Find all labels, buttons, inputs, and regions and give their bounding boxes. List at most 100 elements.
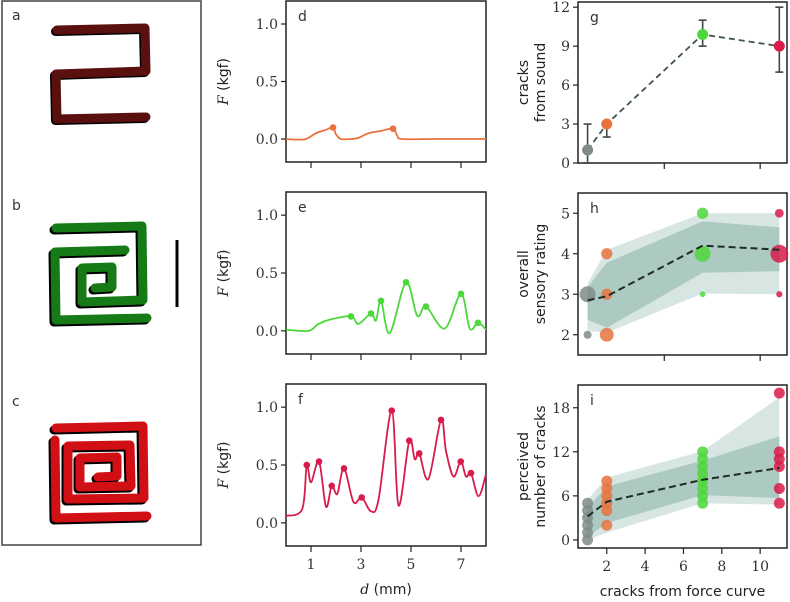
y-tick-label: 6 [561,489,570,505]
y-tick-label: 18 [552,401,570,417]
y-tick-label: 6 [561,78,570,94]
x-tick-label: 10 [751,559,769,575]
panel-d: 0.0 0.5 1.0 d F (kgf) [216,0,487,168]
panel-e: 0.0 0.5 1.0 e F (kgf) [216,191,487,360]
axes-frame [577,1,788,164]
data-point [773,483,785,495]
y-axis-label: F (kgf) [216,58,232,106]
y-axis-label-line: perceived [516,432,532,501]
y-axis-label-unit: (kgf) [216,441,232,474]
crack-peak-marker [347,313,355,320]
panel-letter-f: f [298,392,304,408]
crack-peak-marker [367,310,375,317]
data-point [776,291,783,298]
crack-peak-marker [415,450,423,457]
panel-letter-b: b [12,198,21,214]
data-point [601,248,613,260]
crack-peak-marker [402,278,410,286]
y-tick-label: 0 [561,533,570,549]
crack-peak-marker [315,458,323,465]
data-point [599,327,614,342]
axes-frame [285,0,487,163]
crack-peak-marker [467,469,475,477]
x-tick-label: 1 [307,557,316,573]
axes-frame [577,192,788,356]
data-point [579,286,596,303]
crack-peak-marker [388,407,396,414]
y-axis-label: F (kgf) [216,441,232,489]
crack-peak-marker [457,290,465,298]
axes-frame [285,191,487,355]
data-point [694,245,711,262]
data-point [770,244,789,263]
y-tick-label: 0.0 [256,324,278,340]
crack-peak-marker [389,125,397,132]
y-axis-label-symbol: F [216,478,232,490]
panel-letter-e: e [298,200,307,216]
crack-peak-marker [358,494,366,501]
force-curve [285,281,487,335]
y-axis-label-symbol: F [216,94,232,106]
crack-peak-marker [437,416,445,424]
sample-shape-c [48,421,152,525]
axes-frame [577,384,788,549]
mean-dashed-line [587,244,780,302]
y-axis-label-line: from sound [533,43,549,123]
inner-band [587,436,780,537]
data-point [773,497,785,509]
y-axis-label-unit: (kgf) [216,58,232,91]
y-tick-label: 3 [561,117,570,133]
data-point [697,446,709,458]
data-point [601,519,613,531]
crack-peak-marker [377,297,385,305]
y-axis-label-line: overall [516,250,532,298]
y-axis-label: F (kgf) [216,249,232,297]
x-tick-label: 7 [457,557,466,573]
force-curve [285,126,486,141]
y-tick-label: 5 [561,206,570,222]
y-tick-label: 0.5 [256,75,278,91]
data-point [697,28,709,40]
crack-peak-marker [329,124,337,131]
panel-letter-a: a [12,8,21,24]
mean-dashed-line [586,33,780,151]
data-point [582,497,594,509]
data-point [582,144,594,156]
x-axis-label-unit: (mm) [374,582,412,598]
data-point [773,446,785,458]
x-axis-label: cracks from force curve [600,584,766,600]
panel-g: 0 3 6 9 12 g cracks from sound [516,0,788,172]
crack-peak-marker [340,465,348,472]
crack-peak-marker [457,458,465,465]
x-tick-label: 4 [641,559,650,575]
y-axis-label-line: cracks [516,60,532,105]
x-axis-label-symbol: d [360,582,369,598]
y-axis-label-line: sensory rating [533,224,549,325]
y-tick-label: 1.0 [256,17,278,33]
data-point [773,40,785,52]
panel-letter-i: i [590,393,594,409]
panel-letter-h: h [590,201,599,217]
crack-peak-marker [405,437,413,445]
x-tick-label: 2 [602,559,611,575]
panel-h: 2 3 4 5 h overall sensory rating [516,192,789,361]
panel-letter-c: c [12,394,20,410]
y-tick-label: 2 [561,328,570,344]
x-tick-label: 5 [407,557,416,573]
photo-panel-abc: a b c [1,0,202,546]
y-tick-label: 0.5 [256,458,278,474]
crack-peak-marker [474,319,482,327]
crack-peak-marker [422,303,430,310]
data-point [601,118,613,130]
x-tick-label: 3 [357,557,366,573]
data-point [774,208,784,218]
charts: 0.0 0.5 1.0 d F (kgf) 0.0 0.5 1.0 e F (kgf) 0.0 0.5… [216,0,789,600]
crack-peak-marker [303,461,311,469]
panel-f: 0.0 0.5 1.0 1 3 5 7 f F (kgf) d (mm) [216,383,487,598]
y-tick-label: 0.5 [256,266,278,282]
y-tick-label: 1.0 [256,400,278,416]
y-tick-label: 1.0 [256,208,278,224]
y-tick-label: 3 [561,287,570,303]
